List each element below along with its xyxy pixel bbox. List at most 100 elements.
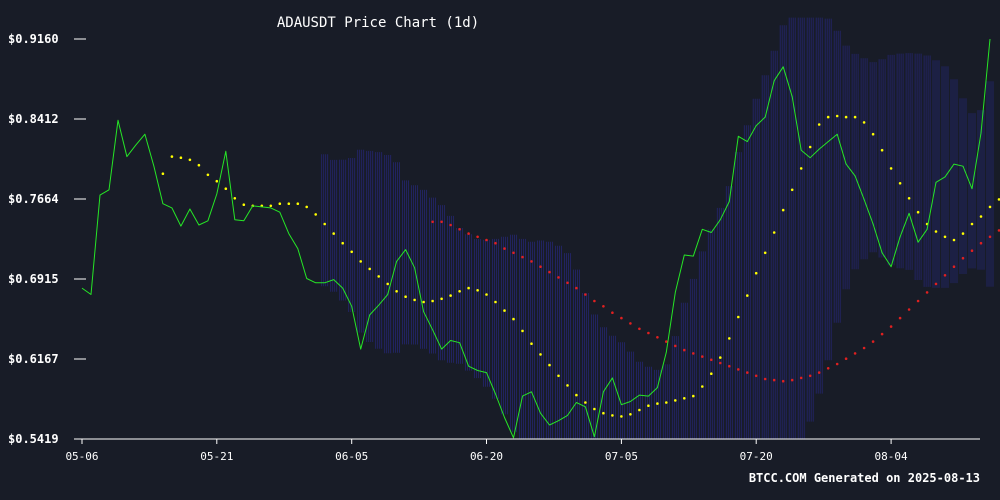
long-ma-point — [943, 274, 947, 277]
short-ma-point — [772, 231, 776, 234]
long-ma-point — [781, 379, 785, 383]
long-ma-point — [925, 291, 929, 294]
long-ma-point — [979, 241, 983, 245]
long-ma-point — [817, 371, 821, 374]
price-series — [81, 38, 991, 439]
long-ma-point — [575, 286, 578, 290]
short-ma-point — [332, 232, 336, 235]
long-ma-point — [701, 355, 704, 358]
long-ma-point — [880, 332, 884, 336]
long-ma-point — [584, 293, 587, 296]
short-ma-point — [494, 300, 497, 304]
short-ma-point — [422, 300, 425, 304]
short-ma-point — [647, 404, 650, 408]
short-ma-point — [575, 393, 578, 397]
short-ma-point — [889, 167, 893, 170]
short-ma-point — [521, 329, 524, 333]
short-ma-point — [692, 394, 695, 398]
short-ma-point — [979, 215, 983, 218]
y-tick-label: $0.9160 — [8, 32, 59, 46]
price-line — [81, 38, 991, 439]
long-ma-point — [799, 376, 803, 380]
x-tick-label: 06-20 — [470, 450, 503, 463]
short-ma-point — [341, 241, 345, 245]
short-ma-series — [161, 114, 1000, 418]
short-ma-point — [880, 148, 884, 152]
short-ma-point — [323, 222, 327, 226]
short-ma-point — [934, 230, 938, 233]
short-ma-point — [656, 402, 659, 405]
short-ma-point — [449, 294, 452, 297]
short-ma-point — [179, 156, 183, 159]
x-tick-label: 06-05 — [335, 450, 368, 463]
long-ma-point — [665, 340, 668, 343]
short-ma-point — [197, 163, 201, 167]
long-ma-point — [431, 220, 434, 224]
long-ma-point — [746, 371, 749, 374]
chart-title: ADAUSDT Price Chart (1d) — [277, 15, 479, 31]
long-ma-point — [916, 299, 920, 303]
long-ma-point — [754, 374, 758, 378]
volatility-bands — [321, 17, 994, 439]
short-ma-point — [602, 411, 605, 415]
short-ma-point — [539, 353, 542, 356]
long-ma-point — [656, 336, 659, 339]
y-tick-label: $0.6915 — [8, 272, 59, 286]
short-ma-point — [826, 115, 830, 119]
short-ma-point — [485, 293, 488, 296]
y-tick-label: $0.7664 — [8, 192, 59, 206]
short-ma-point — [368, 267, 372, 271]
long-ma-point — [440, 220, 443, 224]
short-ma-point — [790, 188, 794, 192]
short-ma-point — [305, 205, 309, 209]
short-ma-point — [377, 275, 381, 278]
short-ma-point — [943, 235, 947, 239]
short-ma-point — [620, 415, 623, 418]
long-ma-point — [647, 331, 650, 335]
long-ma-point — [934, 282, 938, 286]
short-ma-point — [907, 197, 911, 200]
long-ma-point — [458, 228, 461, 231]
short-ma-point — [386, 282, 390, 286]
short-ma-point — [988, 205, 992, 209]
long-ma-point — [889, 325, 893, 328]
short-ma-point — [754, 271, 758, 275]
short-ma-point — [566, 384, 569, 387]
short-ma-point — [683, 397, 686, 400]
short-ma-point — [287, 202, 291, 205]
y-tick-label: $0.6167 — [8, 352, 59, 366]
short-ma-point — [404, 295, 407, 299]
y-axis-ticks: $0.5419 $0.6167 $0.6915 $0.7664 $0.8412 $0.91… — [8, 32, 86, 446]
short-ma-point — [737, 315, 740, 319]
long-ma-point — [593, 299, 596, 303]
short-ma-point — [961, 232, 965, 235]
long-ma-point — [961, 256, 965, 260]
long-ma-point — [853, 352, 857, 355]
short-ma-point — [674, 399, 677, 402]
short-ma-point — [161, 172, 165, 175]
short-ma-point — [224, 187, 228, 190]
long-ma-series — [431, 220, 1000, 383]
short-ma-point — [970, 222, 974, 226]
short-ma-point — [350, 250, 354, 254]
long-ma-point — [467, 232, 470, 235]
short-ma-point — [997, 198, 1000, 201]
short-ma-point — [916, 210, 920, 214]
short-ma-point — [808, 145, 812, 149]
long-ma-point — [683, 348, 686, 352]
short-ma-point — [638, 408, 641, 412]
short-ma-point — [835, 114, 839, 118]
short-ma-point — [242, 203, 246, 206]
long-ma-point — [539, 265, 542, 269]
long-ma-point — [494, 241, 497, 245]
long-ma-point — [638, 327, 641, 331]
short-ma-point — [512, 317, 515, 321]
short-ma-point — [665, 401, 668, 404]
short-ma-point — [799, 167, 803, 170]
short-ma-point — [871, 132, 875, 136]
long-ma-point — [772, 378, 776, 382]
long-ma-point — [512, 251, 515, 255]
short-ma-point — [952, 238, 956, 242]
